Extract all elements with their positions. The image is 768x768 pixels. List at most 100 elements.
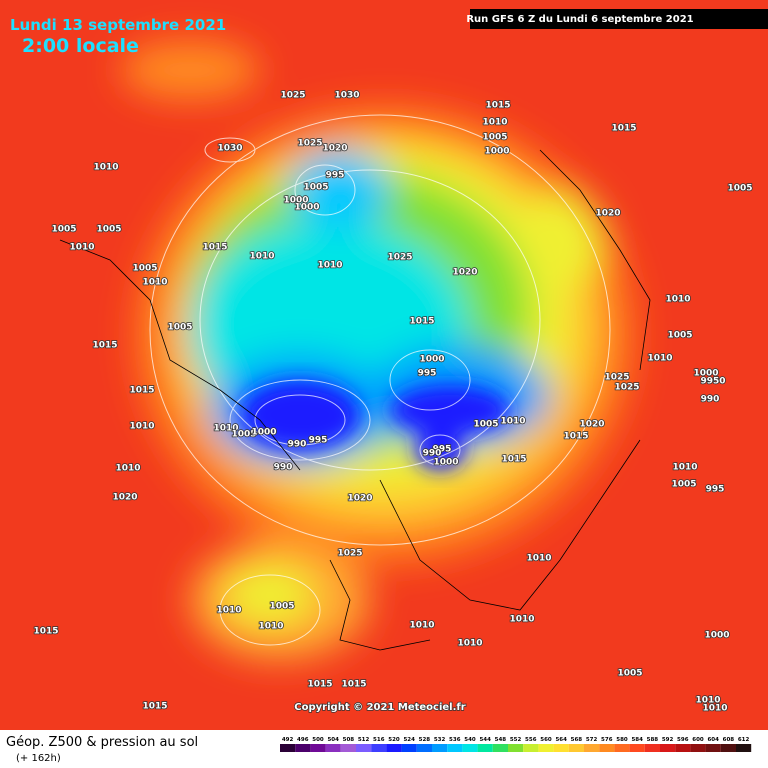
scale-label: 584 — [631, 737, 643, 743]
isobar-label: 1010 — [500, 417, 525, 427]
isobar-label: 995 — [418, 369, 437, 379]
scale-label: 512 — [358, 737, 370, 743]
scale-label: 564 — [555, 737, 567, 743]
isobar-label: 1005 — [132, 264, 157, 274]
isobar-label: 1020 — [322, 144, 347, 154]
scale-label: 524 — [403, 737, 415, 743]
scale-label: 592 — [662, 737, 674, 743]
scale-swatch — [720, 744, 736, 752]
isobar-label: 1015 — [202, 243, 227, 253]
isobar-label: 990 — [701, 395, 720, 405]
scale-label: 500 — [312, 737, 324, 743]
scale-label: 492 — [282, 737, 294, 743]
scale-swatch — [295, 744, 311, 752]
scale-label: 612 — [738, 737, 750, 743]
scale-swatch — [462, 744, 478, 752]
scale-label: 572 — [586, 737, 598, 743]
scale-label: 544 — [479, 737, 491, 743]
isobar-label: 1005 — [269, 602, 294, 612]
isobar-label: 1000 — [251, 428, 276, 438]
isobar-label: 1005 — [671, 480, 696, 490]
scale-swatch — [401, 744, 417, 752]
isobar-label: 1005 — [482, 133, 507, 143]
scale-swatch — [340, 744, 356, 752]
scale-swatch — [690, 744, 706, 752]
isobar-label: 1010 — [509, 615, 534, 625]
isobar-label: 1000 — [294, 203, 319, 213]
isobar-label: 1010 — [482, 118, 507, 128]
scale-swatch — [629, 744, 645, 752]
scale-swatch — [310, 744, 326, 752]
isobar-label: 1010 — [409, 621, 434, 631]
isobar-label: 1005 — [727, 184, 752, 194]
scale-swatch — [356, 744, 372, 752]
isobar-label: 1010 — [665, 295, 690, 305]
scale-label: 504 — [327, 737, 339, 743]
isobar-label: 1015 — [341, 680, 366, 690]
scale-label: 608 — [723, 737, 735, 743]
isobar-label: 1020 — [347, 494, 372, 504]
scale-swatch — [371, 744, 387, 752]
isobar-label: 1025 — [387, 253, 412, 263]
scale-label: 560 — [540, 737, 552, 743]
isobar-label: 1010 — [672, 463, 697, 473]
isobar-label: 1010 — [702, 704, 727, 714]
scale-label: 596 — [677, 737, 689, 743]
isobar-label: 1005 — [303, 183, 328, 193]
copyright: Copyright © 2021 Meteociel.fr — [294, 702, 465, 713]
scale-swatch — [477, 744, 493, 752]
isobar-label: 990 — [423, 449, 442, 459]
footer-lead: (+ 162h) — [16, 753, 61, 764]
coastlines — [59, 149, 651, 651]
isobar-label: 995 — [433, 445, 452, 455]
scale-swatch — [280, 744, 296, 752]
isobar-label: 1015 — [142, 702, 167, 712]
isobar-label: 1020 — [452, 268, 477, 278]
scale-label: 556 — [525, 737, 537, 743]
scale-swatch — [644, 744, 660, 752]
scale-label: 516 — [373, 737, 385, 743]
scale-label: 600 — [692, 737, 704, 743]
scale-swatch — [736, 744, 752, 752]
isobar-label: 1025 — [604, 373, 629, 383]
isobar-label: 1005 — [231, 430, 256, 440]
isobar-label: 995 — [309, 436, 328, 446]
isobar-label: 1015 — [33, 627, 58, 637]
scale-label: 496 — [297, 737, 309, 743]
isobar-label: 1030 — [217, 144, 242, 154]
scale-swatch — [523, 744, 539, 752]
isobar-label: 1015 — [563, 432, 588, 442]
scale-swatch — [675, 744, 691, 752]
scale-label: 568 — [571, 737, 583, 743]
scale-swatch — [447, 744, 463, 752]
isobar-label: 1005 — [167, 323, 192, 333]
scale-swatch — [705, 744, 721, 752]
isobar-label: 1010 — [258, 622, 283, 632]
date: Lundi 13 septembre 2021 — [10, 16, 226, 34]
isobar-label: 1000 — [283, 196, 308, 206]
isobar-label: 1010 — [69, 243, 94, 253]
isobar-label: 1000 — [419, 355, 444, 365]
isobar-label: 1010 — [129, 422, 154, 432]
scale-swatch — [432, 744, 448, 752]
scale-swatch — [386, 744, 402, 752]
isobar-label: 1015 — [92, 341, 117, 351]
isobar-label: 1025 — [337, 549, 362, 559]
isobar-label: 1010 — [526, 554, 551, 564]
isobar-label: 1005 — [617, 669, 642, 679]
isobar-label: 1000 — [433, 458, 458, 468]
isobar-label: 1000 — [704, 631, 729, 641]
isobar-label: 1015 — [409, 317, 434, 327]
scale-swatch — [614, 744, 630, 752]
scale-label: 536 — [449, 737, 461, 743]
scale-label: 580 — [616, 737, 628, 743]
isobar-label: 1020 — [112, 493, 137, 503]
scale-swatch — [599, 744, 615, 752]
isobar-label: 990 — [274, 463, 293, 473]
scale-swatch — [538, 744, 554, 752]
color-scale: 492 496 500 504 508 512 516 520 524 528 532 536 540 5… — [280, 737, 752, 752]
run-bar — [470, 9, 768, 29]
